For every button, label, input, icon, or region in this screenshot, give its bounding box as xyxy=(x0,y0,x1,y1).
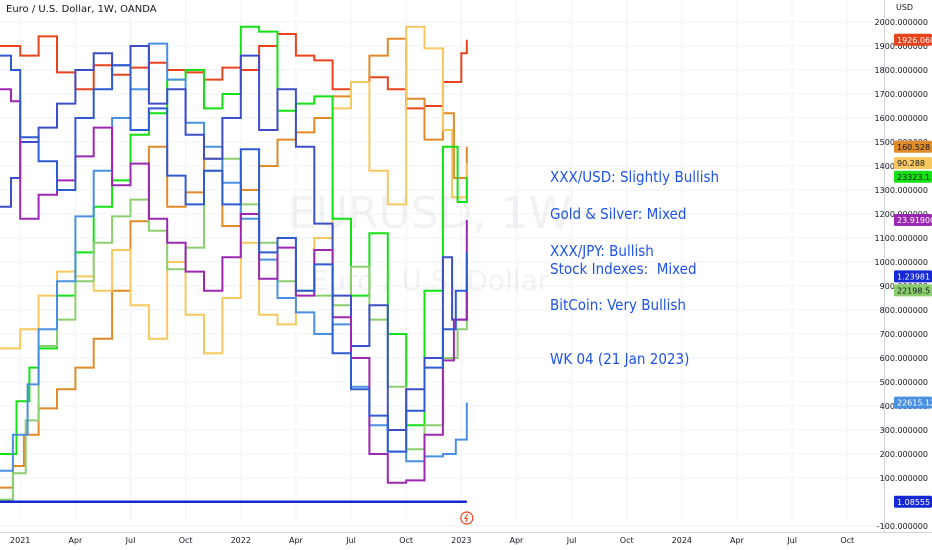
price-label-box xyxy=(894,157,932,170)
y-tick-label: 2000.000000 xyxy=(875,18,928,27)
x-tick-label: Jul xyxy=(125,536,136,545)
chart-series xyxy=(0,25,474,525)
chart-title: Euro / U.S. Dollar, 1W, OANDA xyxy=(6,4,157,15)
chart-watermark: EURUSD, 1W Euro / U.S. Dollar xyxy=(288,188,572,297)
x-tick-label: Jul xyxy=(566,536,577,545)
price-label: 22615.12 xyxy=(897,399,932,408)
x-tick-label: Apr xyxy=(68,536,83,545)
x-tick-label: Oct xyxy=(399,536,413,545)
x-tick-label: 2024 xyxy=(672,536,692,545)
y-tick-label: -100.000000 xyxy=(877,522,928,531)
price-label-box xyxy=(894,495,932,508)
price-label: 1.23981 xyxy=(897,272,930,281)
x-tick-label: Oct xyxy=(620,536,634,545)
price-label-box xyxy=(894,170,932,183)
annotation-gold-silver: Gold & Silver: Mixed xyxy=(550,205,687,223)
price-label: 22198.5 xyxy=(897,286,930,295)
x-tick-label: Oct xyxy=(840,536,854,545)
x-tick-label: Apr xyxy=(730,536,745,545)
y-tick-label: 600.000000 xyxy=(880,354,928,363)
y-tick-label: 1600.000000 xyxy=(875,114,928,123)
price-label: 23323.1 xyxy=(897,173,930,182)
x-tick-label: Jul xyxy=(345,536,356,545)
annotation-xxxjpy: XXX/JPY: Bullish xyxy=(550,242,654,260)
price-label-box xyxy=(894,270,932,283)
lightning-icon-glyph xyxy=(463,513,469,523)
y-tick-label: 1700.000000 xyxy=(875,90,928,99)
x-tick-label: 2021 xyxy=(10,536,30,545)
y-tick-label: 200.000000 xyxy=(880,450,928,459)
price-label-box xyxy=(894,284,932,297)
watermark-description: Euro / U.S. Dollar xyxy=(311,264,550,297)
price-label: 90.288 xyxy=(897,159,925,168)
price-label: 160.528 xyxy=(897,143,930,152)
y-tick-label: 300.000000 xyxy=(880,426,928,435)
annotation-bitcoin: BitCoin: Very Bullish xyxy=(550,296,686,314)
y-tick-label: 700.000000 xyxy=(880,330,928,339)
y-tick-label: 1800.000000 xyxy=(875,66,928,75)
y-tick-label: 1900.000000 xyxy=(875,42,928,51)
price-label-box xyxy=(894,140,932,153)
series-line-1 xyxy=(0,33,468,110)
y-tick-label: 500.000000 xyxy=(880,378,928,387)
annotation-week: WK 04 (21 Jan 2023) xyxy=(550,350,690,368)
x-tick-label: Oct xyxy=(179,536,193,545)
y-axis-unit: USD xyxy=(896,3,913,12)
x-tick-label: Apr xyxy=(289,536,304,545)
annotation-stock-indexes: Stock Indexes: Mixed xyxy=(550,260,697,278)
price-label-box xyxy=(894,396,932,409)
x-tick-label: Apr xyxy=(510,536,525,545)
y-tick-label: 1300.000000 xyxy=(875,186,928,195)
y-tick-label: 800.000000 xyxy=(880,306,928,315)
price-label: 23.91900 xyxy=(897,216,932,225)
y-tick-label: 100.000000 xyxy=(880,474,928,483)
y-tick-label: 1000.000000 xyxy=(875,258,928,267)
series-line-9 xyxy=(0,54,468,453)
price-label-box xyxy=(894,214,932,226)
price-label-box xyxy=(894,33,932,46)
y-tick-label: 1100.000000 xyxy=(875,234,928,243)
price-label: 1.08555 xyxy=(897,498,930,507)
x-tick-label: 2023 xyxy=(451,536,471,545)
price-labels: 1926.060000 160.528 90.288 23323.1 23.91900 1… xyxy=(894,33,932,508)
watermark-symbol: EURUSD, 1W xyxy=(288,188,572,239)
x-tick-label: 2022 xyxy=(231,536,251,545)
x-tick-label: Jul xyxy=(786,536,797,545)
price-label: 1926.060000 xyxy=(897,36,932,45)
annotation-xxxusd: XXX/USD: Slightly Bullish xyxy=(550,168,720,186)
